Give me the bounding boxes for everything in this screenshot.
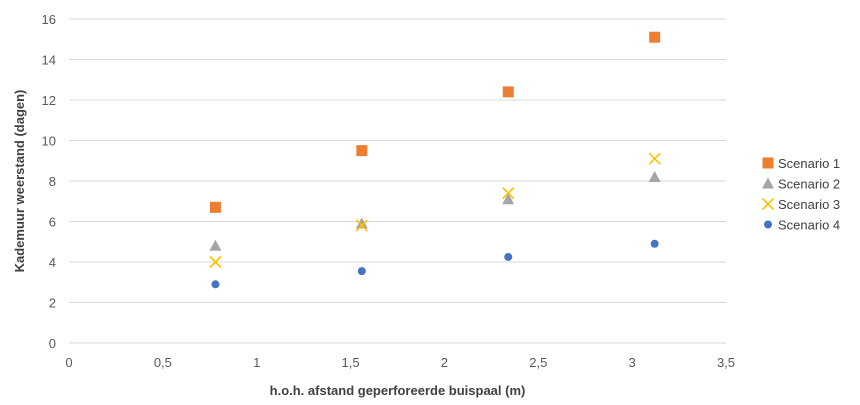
legend-item-3: Scenario 3 — [761, 197, 840, 212]
y-axis-title: Kademuur weerstand (dagen) — [12, 90, 27, 273]
y-tick-label: 10 — [42, 134, 56, 149]
legend-label-4: Scenario 4 — [778, 218, 840, 233]
data-point-series-4-3 — [504, 252, 513, 261]
legend-item-1: Scenario 1 — [762, 156, 840, 171]
x-tick-label: 1 — [253, 355, 260, 370]
data-point-series-1-2 — [356, 145, 368, 157]
x-tick-label: 2 — [441, 355, 448, 370]
legend-label-2: Scenario 2 — [778, 177, 840, 192]
legend-marker-2 — [762, 177, 774, 189]
data-point-series-3-3 — [502, 187, 515, 200]
data-point-series-2-1 — [209, 239, 222, 251]
y-axis-ticks: 0 2 4 6 8 10 12 14 16 — [42, 12, 56, 351]
y-tick-label: 16 — [42, 12, 56, 27]
legend-item-4: Scenario 4 — [764, 218, 840, 233]
grid-lines — [69, 18, 726, 303]
data-point-series-1-4 — [649, 31, 661, 43]
data-point-series-3-1 — [209, 255, 222, 269]
data-point-series-2-3 — [502, 193, 515, 205]
legend-label-3: Scenario 3 — [778, 197, 840, 212]
y-tick-label: 0 — [49, 336, 56, 351]
y-tick-label: 4 — [49, 255, 56, 270]
data-point-series-4-4 — [650, 239, 659, 248]
data-points — [209, 31, 661, 289]
data-point-series-1-3 — [502, 86, 514, 98]
data-point-series-3-4 — [648, 152, 661, 165]
x-tick-label: 2,5 — [529, 355, 547, 370]
legend-marker-4 — [764, 220, 772, 229]
x-tick-label: 0 — [65, 355, 72, 370]
y-tick-label: 14 — [42, 53, 56, 68]
legend-item-2: Scenario 2 — [762, 177, 840, 192]
x-tick-label: 0,5 — [154, 355, 172, 370]
x-tick-label: 3,5 — [717, 355, 735, 370]
legend-marker-1 — [762, 157, 774, 169]
x-axis-ticks: 0 0,5 1 1,5 2 2,5 3 3,5 — [65, 355, 735, 370]
data-point-series-4-2 — [357, 267, 366, 276]
x-tick-label: 1,5 — [342, 355, 360, 370]
x-axis-title: h.o.h. afstand geperforeerde buispaal (m… — [270, 383, 526, 398]
data-point-series-4-1 — [211, 280, 220, 289]
data-point-series-3-2 — [355, 219, 368, 232]
y-tick-label: 12 — [42, 93, 56, 108]
data-point-series-2-2 — [355, 217, 368, 229]
y-tick-label: 2 — [49, 296, 56, 311]
y-tick-label: 8 — [49, 174, 56, 189]
data-point-series-2-4 — [648, 170, 661, 182]
y-tick-label: 6 — [49, 215, 56, 230]
data-point-series-1-1 — [209, 201, 221, 213]
legend-marker-3 — [761, 197, 775, 211]
legend: Scenario 1 Scenario 2 Scenario 3 Scenario 4 — [761, 156, 840, 233]
x-tick-label: 3 — [629, 355, 636, 370]
legend-label-1: Scenario 1 — [778, 156, 840, 171]
